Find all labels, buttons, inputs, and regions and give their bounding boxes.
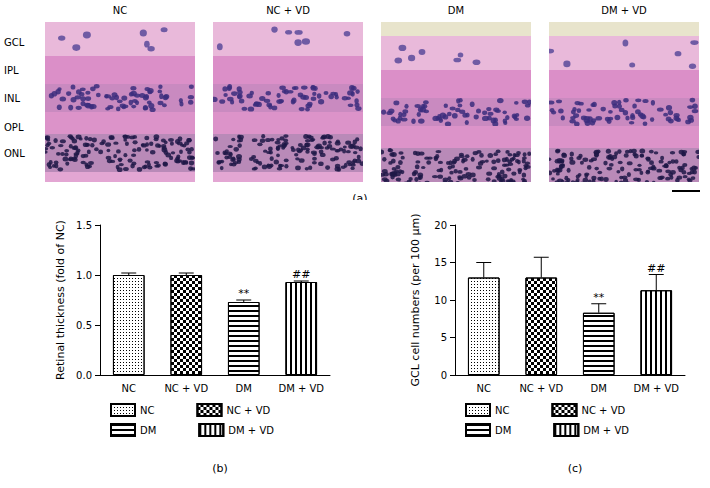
svg-text:NC + VD: NC + VD bbox=[581, 405, 625, 416]
svg-text:NC + VD: NC + VD bbox=[226, 405, 270, 416]
svg-text:1.5: 1.5 bbox=[76, 220, 92, 231]
svg-text:##: ## bbox=[292, 268, 310, 281]
svg-text:NC: NC bbox=[495, 405, 509, 416]
svg-text:ONL: ONL bbox=[4, 148, 25, 159]
svg-text:NC: NC bbox=[113, 5, 127, 16]
svg-text:NC: NC bbox=[140, 405, 154, 416]
svg-text:DM + VD: DM + VD bbox=[601, 5, 647, 16]
svg-text:DM + VD: DM + VD bbox=[278, 383, 324, 394]
svg-text:NC + VD: NC + VD bbox=[519, 383, 563, 394]
svg-text:IPL: IPL bbox=[4, 65, 19, 76]
svg-text:(c): (c) bbox=[568, 462, 583, 475]
svg-text:DM: DM bbox=[236, 383, 252, 394]
svg-text:(b): (b) bbox=[212, 462, 228, 475]
svg-text:DM: DM bbox=[495, 425, 511, 436]
svg-text:1.0: 1.0 bbox=[76, 270, 92, 281]
svg-text:OPL: OPL bbox=[4, 122, 24, 133]
svg-text:DM: DM bbox=[448, 5, 464, 16]
svg-text:5: 5 bbox=[441, 332, 447, 343]
svg-text:DM: DM bbox=[140, 425, 156, 436]
svg-text:20: 20 bbox=[434, 220, 447, 231]
svg-text:DM + VD: DM + VD bbox=[228, 425, 274, 436]
svg-text:15: 15 bbox=[434, 257, 447, 268]
svg-text:Retinal thickness (fold of NC): Retinal thickness (fold of NC) bbox=[54, 220, 67, 380]
svg-text:NC: NC bbox=[477, 383, 491, 394]
svg-text:##: ## bbox=[647, 262, 665, 275]
svg-text:**: ** bbox=[238, 287, 250, 300]
svg-text:INL: INL bbox=[4, 93, 20, 104]
svg-text:DM + VD: DM + VD bbox=[583, 425, 629, 436]
svg-text:NC: NC bbox=[122, 383, 136, 394]
svg-text:DM + VD: DM + VD bbox=[633, 383, 679, 394]
svg-text:NC + VD: NC + VD bbox=[266, 5, 310, 16]
svg-text:**: ** bbox=[593, 291, 605, 304]
svg-text:0.5: 0.5 bbox=[76, 320, 92, 331]
svg-text:GCL cell numbers (per 100 μm): GCL cell numbers (per 100 μm) bbox=[409, 214, 422, 387]
svg-text:0: 0 bbox=[441, 370, 447, 381]
svg-text:10: 10 bbox=[434, 295, 447, 306]
svg-text:DM: DM bbox=[591, 383, 607, 394]
svg-text:0.0: 0.0 bbox=[76, 370, 92, 381]
svg-text:(a): (a) bbox=[352, 192, 368, 205]
svg-text:NC + VD: NC + VD bbox=[164, 383, 208, 394]
svg-text:GCL: GCL bbox=[4, 37, 25, 48]
